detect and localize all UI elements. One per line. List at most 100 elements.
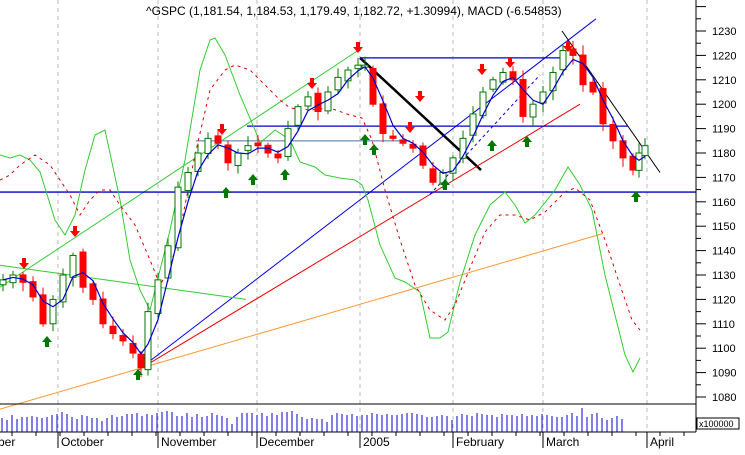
- sell-arrow-icon: [70, 226, 80, 237]
- candle-down: [119, 335, 127, 342]
- candle-up: [354, 64, 362, 70]
- candle-up: [234, 152, 242, 166]
- y-tick-label: 1120: [712, 294, 736, 306]
- candle-down: [589, 81, 597, 93]
- candle-down: [89, 283, 97, 300]
- candle-up: [459, 137, 467, 159]
- red-uptrend: [137, 103, 581, 371]
- candle-up: [69, 254, 77, 278]
- candle-up: [641, 145, 649, 157]
- candle-down: [109, 325, 117, 335]
- volume-unit-label: x100000: [699, 419, 734, 429]
- candle-up: [174, 186, 182, 249]
- y-tick-label: 1150: [712, 221, 736, 233]
- candle-down: [39, 294, 47, 325]
- y-tick-label: 1190: [712, 124, 736, 136]
- trendlines: [0, 18, 661, 410]
- buy-arrow-icon: [440, 179, 450, 190]
- volume-pane: [0, 403, 696, 433]
- candle-down: [314, 92, 322, 113]
- y-tick-label: 1220: [712, 50, 736, 62]
- candle-down: [389, 135, 397, 139]
- candle-down: [214, 135, 222, 144]
- candle-up: [204, 137, 212, 154]
- candle-up: [635, 152, 643, 171]
- buy-arrow-icon: [42, 336, 52, 347]
- time-axis: ber October November December 2005 February Ma…: [0, 432, 685, 449]
- candle-up: [59, 274, 67, 303]
- candle-up: [294, 106, 302, 126]
- volume-unit-box: [696, 417, 740, 430]
- candle-down: [224, 144, 232, 164]
- buy-arrow-icon: [360, 134, 370, 145]
- sell-arrow-icon: [415, 91, 425, 102]
- candle-down: [509, 71, 517, 81]
- month-label: December: [259, 435, 314, 449]
- candle-down: [569, 48, 577, 56]
- green-channel: [0, 50, 359, 288]
- sell-arrow-icon: [307, 78, 317, 89]
- signal-arrows: [19, 41, 641, 380]
- moving-average: [2, 58, 646, 355]
- sell-arrow-icon: [477, 64, 487, 75]
- macd-line: [0, 37, 641, 374]
- sell-arrow-icon: [217, 124, 227, 135]
- candle-up: [9, 274, 17, 284]
- y-tick-label: 1160: [712, 197, 736, 209]
- month-label: February: [456, 435, 504, 449]
- y-tick-label: 1100: [712, 343, 736, 355]
- chart-title: ^GSPC (1,181.54, 1,184.53, 1,179.49, 1,1…: [146, 4, 562, 18]
- y-tick-label: 1210: [712, 75, 736, 87]
- candle-up: [529, 103, 537, 118]
- candle-up: [194, 152, 202, 172]
- y-tick-label: 1170: [712, 172, 736, 184]
- candle-down: [579, 54, 587, 86]
- buy-arrow-icon: [522, 136, 532, 147]
- candle-up: [559, 50, 567, 71]
- moving-average-line: [2, 58, 646, 355]
- month-gridlines: [57, 0, 648, 432]
- y-tick-label: 1110: [712, 319, 735, 331]
- candle-up: [489, 79, 497, 90]
- candle-down: [99, 298, 107, 325]
- buy-arrow-icon: [631, 191, 641, 202]
- sell-arrow-icon: [405, 122, 415, 133]
- green-flat: [0, 264, 247, 300]
- candle-down: [274, 153, 282, 159]
- y-tick-label: 1140: [712, 246, 736, 258]
- axis-background: [697, 0, 745, 450]
- candle-up: [479, 91, 487, 117]
- sell-arrow-icon: [505, 57, 515, 68]
- candle-up: [144, 311, 152, 371]
- y-tick-label: 1200: [712, 99, 736, 111]
- buy-arrow-icon: [487, 140, 497, 151]
- month-label: ber: [0, 435, 15, 449]
- y-tick-label: 1080: [712, 392, 736, 404]
- candle-down: [429, 168, 437, 183]
- macd-overlay: [0, 37, 641, 374]
- candlesticks: [0, 40, 649, 377]
- horizontal-levels: [0, 57, 696, 193]
- candle-down: [609, 124, 617, 142]
- buy-arrow-icon: [133, 369, 143, 380]
- candle-down: [399, 139, 407, 144]
- candle-up: [304, 96, 312, 107]
- y-tick-label: 1180: [712, 148, 736, 160]
- candle-up: [154, 279, 162, 315]
- blue-uptrend: [137, 18, 597, 371]
- candle-down: [79, 251, 87, 288]
- y-tick-label: 1230: [712, 26, 736, 38]
- candle-down: [599, 88, 607, 125]
- candle-up: [49, 298, 57, 325]
- price-axis: 1230 1220 1210 1200 1190 1180 1170 1160 1150 1140…: [695, 0, 745, 450]
- candle-up: [244, 145, 252, 151]
- candle-up: [164, 245, 172, 279]
- candle-up: [549, 71, 557, 92]
- candle-down: [379, 103, 387, 134]
- month-label: November: [161, 435, 216, 449]
- month-label: March: [546, 435, 579, 449]
- month-label: 2005: [363, 435, 390, 449]
- sell-arrow-icon: [19, 258, 29, 269]
